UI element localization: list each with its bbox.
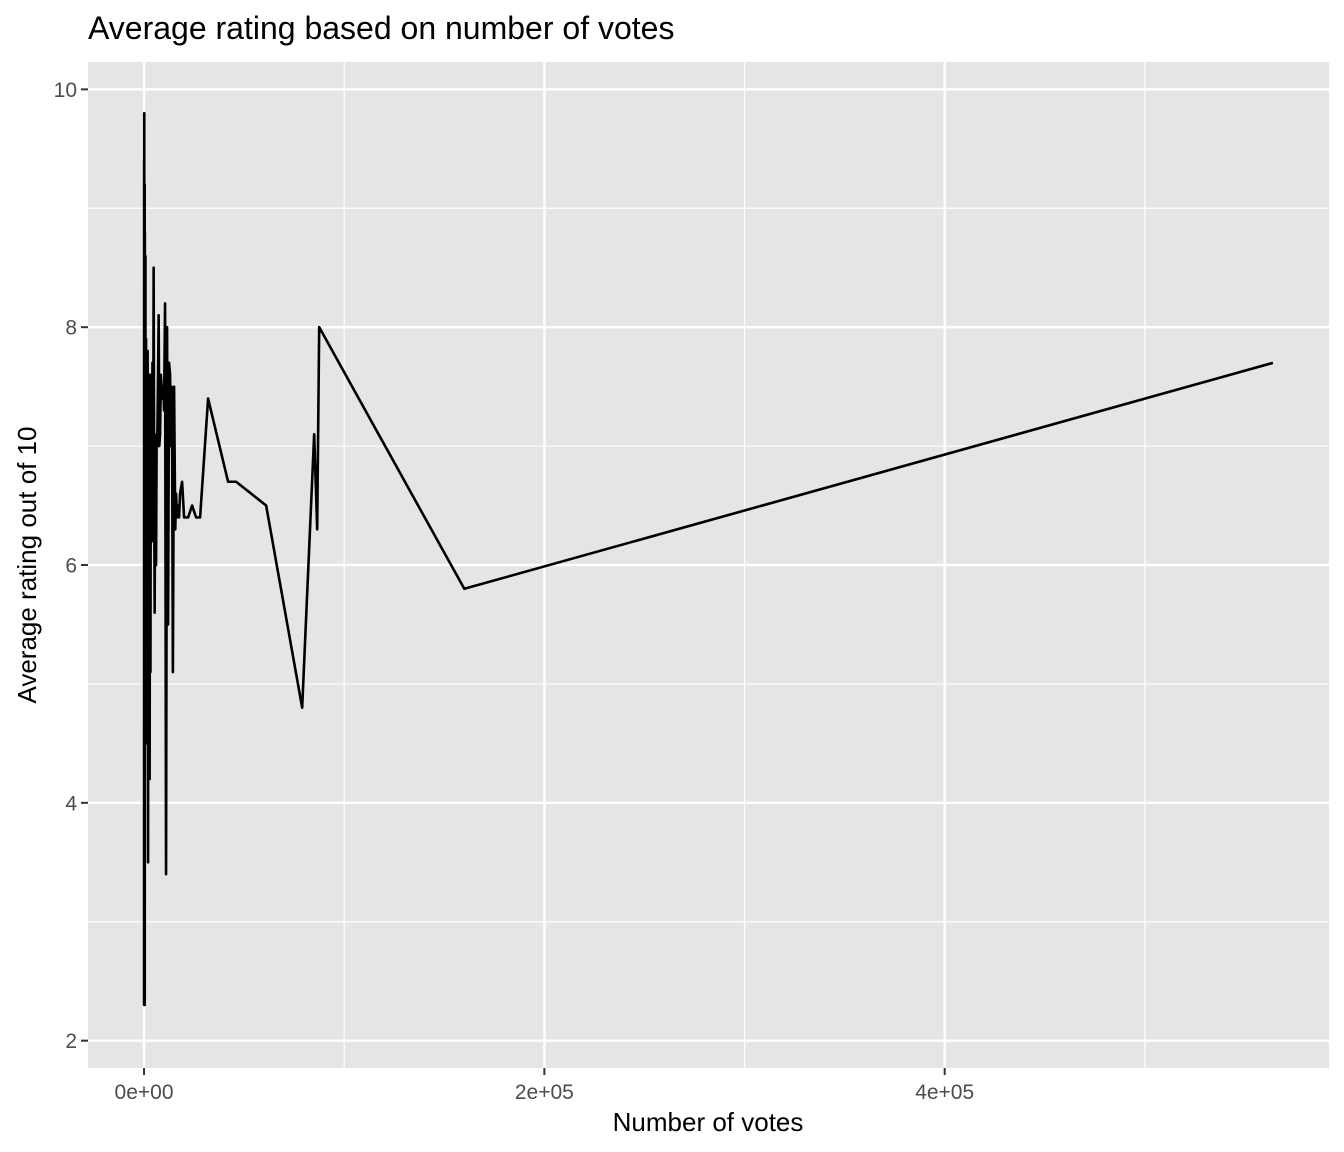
y-axis-title: Average rating out of 10	[12, 426, 42, 703]
x-tick-label: 2e+05	[515, 1081, 574, 1104]
x-axis: 0e+00 2e+05 4e+05	[115, 1068, 974, 1104]
chart-title: Average rating based on number of votes	[88, 10, 674, 46]
x-axis-title: Number of votes	[613, 1107, 804, 1137]
y-tick-label: 8	[65, 317, 77, 340]
y-tick-label: 6	[65, 555, 77, 578]
rating-line	[142, 111, 1274, 1007]
x-tick-label: 4e+05	[915, 1081, 974, 1104]
x-tick-label: 0e+00	[115, 1081, 174, 1104]
y-tick-label: 10	[54, 79, 77, 102]
y-tick-label: 4	[65, 792, 77, 815]
y-tick-label: 2	[65, 1030, 77, 1053]
y-axis: 2 4 6 8 10	[54, 79, 88, 1053]
